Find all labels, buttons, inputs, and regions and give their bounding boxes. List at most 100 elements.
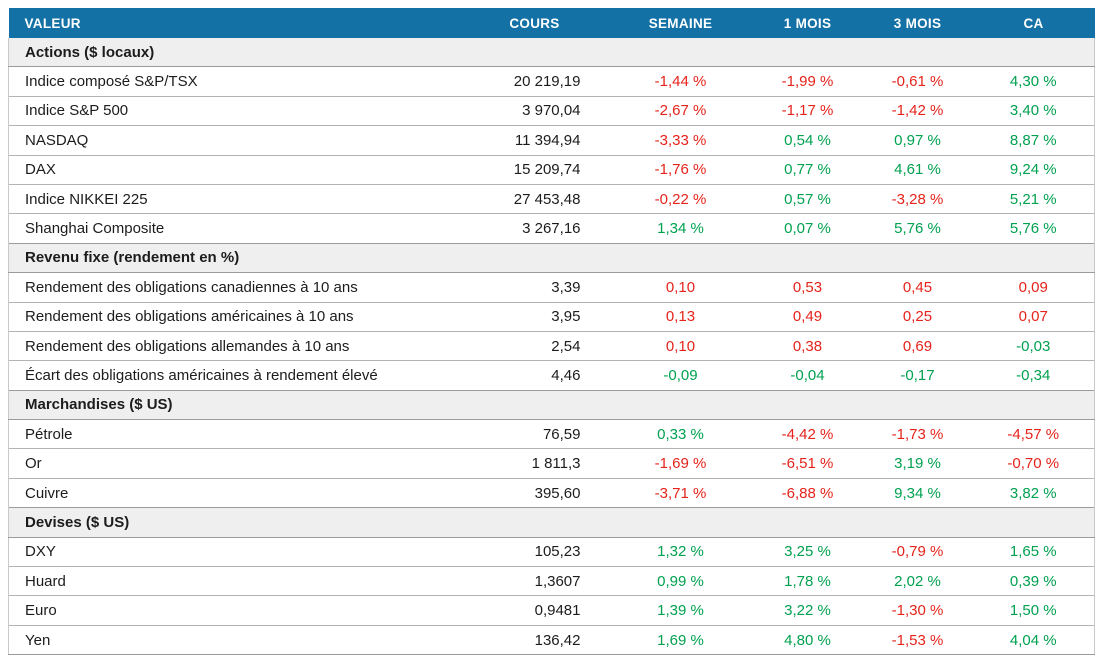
change-value: 0,07 <box>972 301 1095 332</box>
row-label: Indice NIKKEI 225 <box>8 183 461 214</box>
cours-value: 3 267,16 <box>460 213 609 244</box>
row-label: Indice S&P 500 <box>8 95 461 126</box>
section-title: Marchandises ($ US) <box>8 389 1095 421</box>
change-value: 3,25 % <box>752 536 863 567</box>
section-row: Actions ($ locaux) <box>8 38 1095 68</box>
table-row: Huard 1,3607 0,99 % 1,78 % 2,02 % 0,39 % <box>8 566 1095 596</box>
change-value: 1,69 % <box>608 624 753 655</box>
change-value: 0,99 % <box>608 566 753 596</box>
change-value: 1,50 % <box>972 595 1095 626</box>
table-row: Indice composé S&P/TSX 20 219,19 -1,44 % -1… <box>8 66 1095 97</box>
row-label: Indice composé S&P/TSX <box>8 66 461 97</box>
cours-value: 11 394,94 <box>460 125 609 156</box>
change-value: 1,39 % <box>608 595 753 626</box>
cours-value: 0,9481 <box>460 595 609 626</box>
row-label: DXY <box>8 536 461 567</box>
change-value: -4,57 % <box>972 419 1095 449</box>
change-value: 0,07 % <box>752 213 863 244</box>
table-row: Shanghai Composite 3 267,16 1,34 % 0,07 % 5,… <box>8 213 1095 244</box>
change-value: 0,77 % <box>752 154 863 185</box>
change-value: -1,53 % <box>862 624 973 655</box>
change-value: 4,04 % <box>972 624 1095 655</box>
market-summary-table: VALEUR COURS SEMAINE 1 MOIS 3 MOIS CA Ac… <box>8 8 1095 655</box>
change-value: 3,40 % <box>972 95 1095 126</box>
change-value: -0,61 % <box>862 66 973 97</box>
table-row: DAX 15 209,74 -1,76 % 0,77 % 4,61 % 9,24 % <box>8 154 1095 185</box>
row-label: Euro <box>8 595 461 626</box>
table-row: NASDAQ 11 394,94 -3,33 % 0,54 % 0,97 % 8,87 % <box>8 125 1095 156</box>
change-value: -3,28 % <box>862 183 973 214</box>
row-label: NASDAQ <box>8 125 461 156</box>
column-header-1mois: 1 MOIS <box>752 8 863 38</box>
table-row: Cuivre 395,60 -3,71 % -6,88 % 9,34 % 3,82 % <box>8 477 1095 508</box>
change-value: -1,69 % <box>608 448 753 479</box>
row-label: Écart des obligations américaines à rend… <box>8 360 461 391</box>
cours-value: 1 811,3 <box>460 448 609 479</box>
change-value: 2,02 % <box>862 566 973 596</box>
change-value: -0,79 % <box>862 536 973 567</box>
change-value: 0,10 <box>608 330 753 361</box>
cours-value: 4,46 <box>460 360 609 391</box>
change-value: 4,80 % <box>752 624 863 655</box>
section-title: Revenu fixe (rendement en %) <box>8 242 1095 274</box>
change-value: 0,13 <box>608 301 753 332</box>
cours-value: 136,42 <box>460 624 609 655</box>
change-value: 0,10 <box>608 272 753 303</box>
change-value: -1,44 % <box>608 66 753 97</box>
section-title: Actions ($ locaux) <box>8 38 1095 68</box>
row-label: DAX <box>8 154 461 185</box>
change-value: -6,51 % <box>752 448 863 479</box>
change-value: -4,42 % <box>752 419 863 449</box>
change-value: -1,73 % <box>862 419 973 449</box>
table-header-row: VALEUR COURS SEMAINE 1 MOIS 3 MOIS CA <box>8 8 1095 38</box>
change-value: -1,42 % <box>862 95 973 126</box>
table-row: Rendement des obligations américaines à … <box>8 301 1095 332</box>
column-header-cours: COURS <box>460 8 609 38</box>
change-value: -1,99 % <box>752 66 863 97</box>
table-row: Rendement des obligations canadiennes à … <box>8 272 1095 303</box>
change-value: 9,24 % <box>972 154 1095 185</box>
cours-value: 3,95 <box>460 301 609 332</box>
column-header-semaine: SEMAINE <box>608 8 753 38</box>
change-value: 1,32 % <box>608 536 753 567</box>
change-value: 1,78 % <box>752 566 863 596</box>
change-value: 9,34 % <box>862 477 973 508</box>
row-label: Cuivre <box>8 477 461 508</box>
change-value: 3,82 % <box>972 477 1095 508</box>
row-label: Or <box>8 448 461 479</box>
change-value: -3,33 % <box>608 125 753 156</box>
change-value: -2,67 % <box>608 95 753 126</box>
change-value: 5,21 % <box>972 183 1095 214</box>
change-value: 1,65 % <box>972 536 1095 567</box>
table-row: Euro 0,9481 1,39 % 3,22 % -1,30 % 1,50 % <box>8 595 1095 626</box>
change-value: 4,30 % <box>972 66 1095 97</box>
change-value: 0,49 <box>752 301 863 332</box>
section-row: Devises ($ US) <box>8 507 1095 538</box>
change-value: -0,22 % <box>608 183 753 214</box>
column-header-ca: CA <box>972 8 1095 38</box>
cours-value: 1,3607 <box>460 566 609 596</box>
change-value: -0,70 % <box>972 448 1095 479</box>
change-value: -0,04 <box>752 360 863 391</box>
change-value: 0,45 <box>862 272 973 303</box>
table-row: DXY 105,23 1,32 % 3,25 % -0,79 % 1,65 % <box>8 536 1095 567</box>
change-value: -0,09 <box>608 360 753 391</box>
row-label: Huard <box>8 566 461 596</box>
change-value: -0,34 <box>972 360 1095 391</box>
row-label: Rendement des obligations canadiennes à … <box>8 272 461 303</box>
cours-value: 3,39 <box>460 272 609 303</box>
change-value: 0,39 % <box>972 566 1095 596</box>
table-row: Indice S&P 500 3 970,04 -2,67 % -1,17 % -1,4… <box>8 95 1095 126</box>
change-value: 5,76 % <box>862 213 973 244</box>
change-value: -6,88 % <box>752 477 863 508</box>
row-label: Yen <box>8 624 461 655</box>
table-row: Or 1 811,3 -1,69 % -6,51 % 3,19 % -0,70 % <box>8 448 1095 479</box>
change-value: 5,76 % <box>972 213 1095 244</box>
change-value: 0,57 % <box>752 183 863 214</box>
table-row: Indice NIKKEI 225 27 453,48 -0,22 % 0,57 % -… <box>8 183 1095 214</box>
change-value: 1,34 % <box>608 213 753 244</box>
cours-value: 2,54 <box>460 330 609 361</box>
cours-value: 395,60 <box>460 477 609 508</box>
table-row: Pétrole 76,59 0,33 % -4,42 % -1,73 % -4,57 % <box>8 419 1095 449</box>
change-value: 3,19 % <box>862 448 973 479</box>
